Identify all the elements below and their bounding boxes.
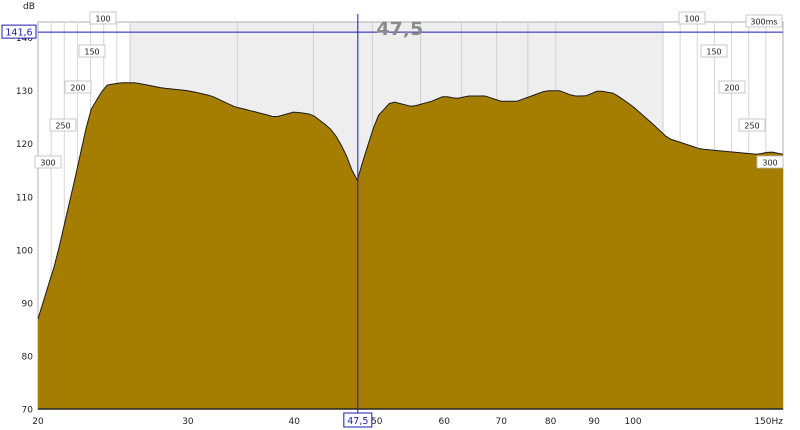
time-tick-label-left: 200 — [70, 84, 85, 93]
time-tick-label-right: 150 — [706, 48, 721, 57]
time-tick-label-left: 300 — [40, 159, 55, 168]
time-tick-box — [78, 44, 106, 58]
x-tick-label: 100 — [624, 417, 641, 427]
y-tick-label: 80 — [22, 352, 34, 362]
time-tick-box — [89, 11, 117, 25]
time-tick-label-left: 100 — [95, 15, 110, 24]
x-tick-label: 150Hz — [754, 417, 783, 427]
decay-slice — [38, 82, 783, 409]
x-tick-label: 50 — [371, 417, 383, 427]
time-tick-box — [700, 44, 728, 58]
decay-slice-outline — [37, 82, 784, 319]
time-tick-box — [678, 11, 706, 25]
time-tick-box — [738, 118, 766, 132]
x-tick-label: 90 — [588, 417, 600, 427]
time-tick-label-left: 150 — [84, 48, 99, 57]
time-tick-label-right: 300 — [762, 159, 777, 168]
y-tick-label: 140 — [16, 34, 33, 44]
x-tick-label: 30 — [182, 417, 194, 427]
x-tick-label: 80 — [545, 417, 557, 427]
y-tick-label: 120 — [16, 140, 33, 150]
y-tick-label: 100 — [16, 246, 33, 256]
decay-slices — [37, 82, 784, 410]
time-tick-label-right: 100 — [684, 15, 699, 24]
time-tick-box — [49, 118, 77, 132]
x-tick-label: 60 — [438, 417, 450, 427]
cursor-readout-title: 47,5 — [376, 18, 423, 40]
y-unit-label: dB — [23, 2, 35, 12]
x-tick-label: 20 — [32, 417, 44, 427]
time-tick-box — [718, 80, 746, 94]
y-tick-label: 110 — [16, 193, 33, 203]
time-tick-box — [756, 155, 784, 169]
axes-overlay: dB 70 80 90 100 110 120 130 140 20 30 40 50 60 70 80 90 1… — [1, 2, 784, 428]
y-tick-label: 130 — [16, 87, 33, 97]
time-max-box — [745, 14, 783, 28]
cursor-freq-label: 47,5 — [347, 416, 368, 427]
y-tick-label: 70 — [22, 406, 34, 416]
time-tick-label-right: 250 — [744, 122, 759, 131]
x-tick-label: 40 — [289, 417, 301, 427]
cursor-freq-box — [343, 412, 373, 428]
time-tick-label-left: 250 — [55, 122, 70, 131]
x-tick-label: 70 — [495, 417, 507, 427]
time-tick-label-right: 200 — [724, 84, 739, 93]
y-tick-label: 90 — [22, 299, 34, 309]
time-tick-box — [64, 80, 92, 94]
cursor-level-label: 141,6 — [5, 28, 32, 39]
time-tick-box — [34, 155, 62, 169]
time-max-label: 300ms — [750, 18, 777, 27]
cursor-level-box — [1, 24, 37, 39]
